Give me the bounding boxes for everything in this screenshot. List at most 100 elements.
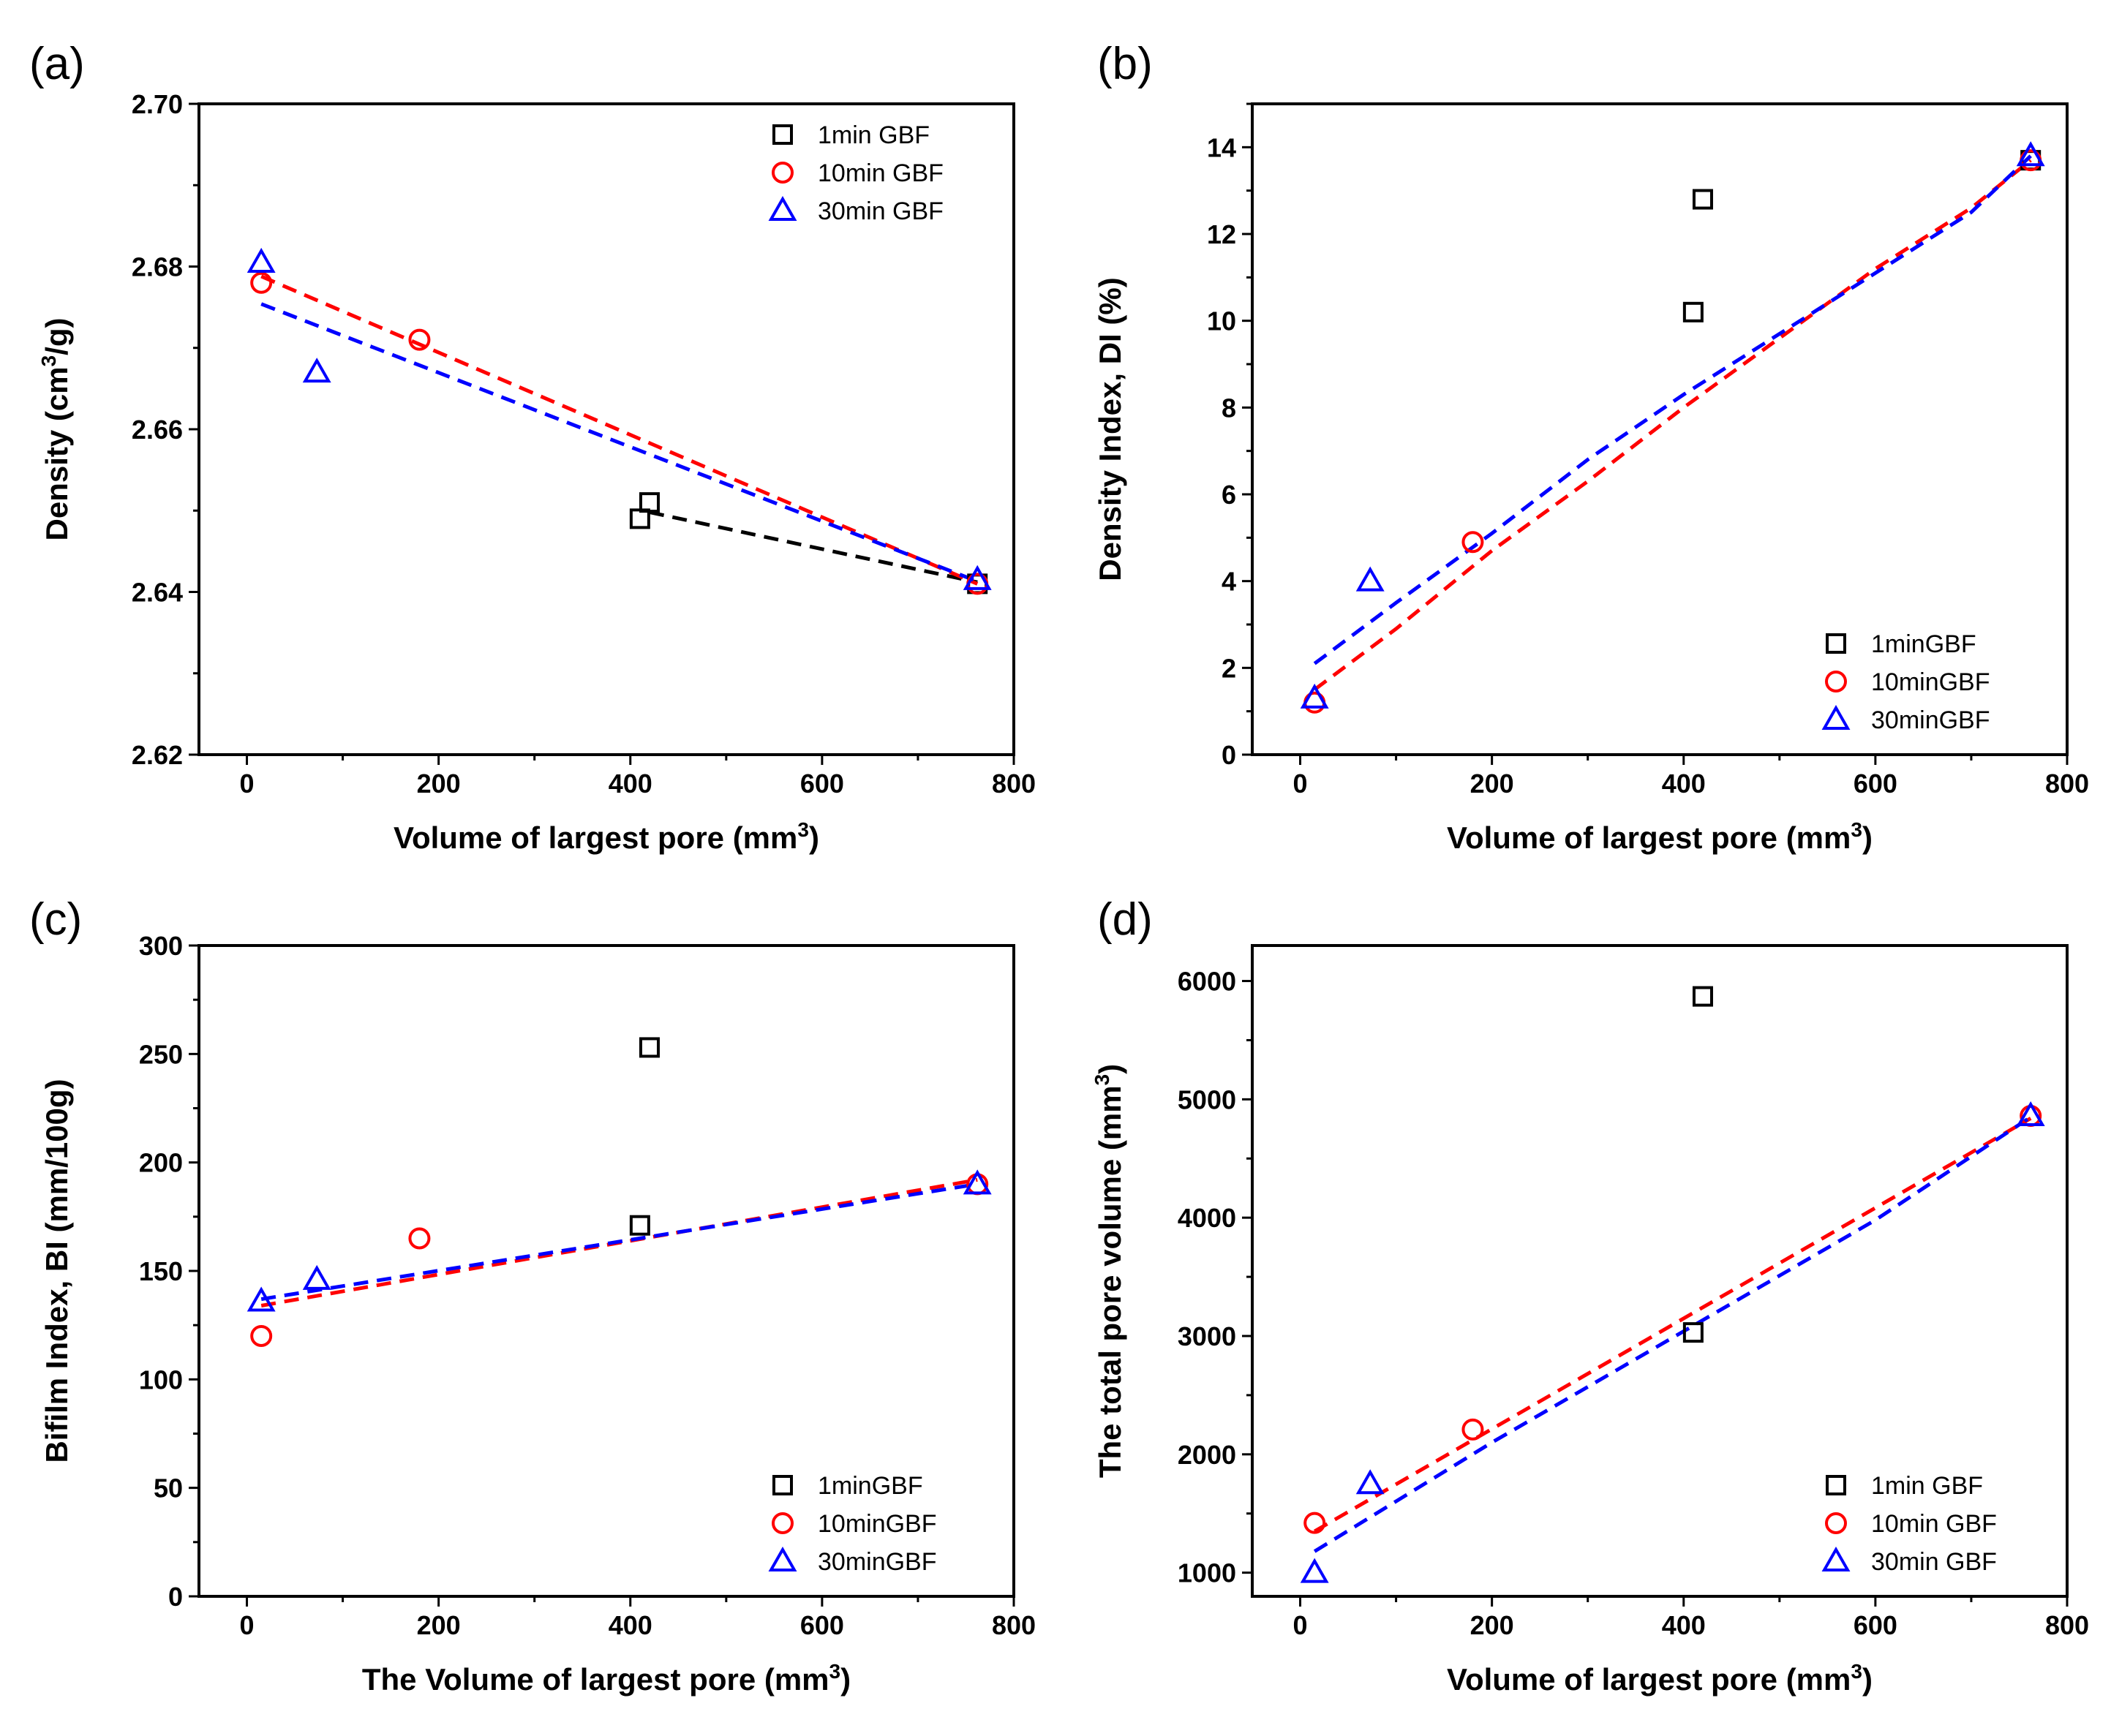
chart-panel-1: (a) 0 200 400 600 800 2.62 2.64 2.66 2.68 2.70 Volu… xyxy=(29,39,1036,855)
x-tick-label: 800 xyxy=(2045,769,2089,799)
data-point xyxy=(302,358,331,383)
data-point xyxy=(1692,986,1713,1007)
data-point xyxy=(1300,683,1329,709)
x-tick-label: 600 xyxy=(1854,1610,1897,1640)
fit-line-10min-gbf xyxy=(260,274,979,586)
data-point xyxy=(247,247,276,273)
y-tick-label: 150 xyxy=(139,1256,183,1286)
panel-label: (b) xyxy=(1097,39,1153,89)
y-tick-label: 6000 xyxy=(1178,967,1236,997)
legend-label: 10min GBF xyxy=(1871,1510,1997,1538)
chart-panel-2: (b) 0 200 400 600 800 0 2 4 6 8 10 12 14 Volume of lar… xyxy=(1093,39,2089,855)
x-tick-label: 400 xyxy=(609,769,652,799)
x-tick-label: 800 xyxy=(992,769,1036,799)
y-axis-label: Bifilm Index, BI (mm/100g) xyxy=(39,1079,74,1463)
data-point xyxy=(1461,1418,1484,1441)
y-tick-label: 200 xyxy=(139,1148,183,1178)
x-tick-label: 600 xyxy=(800,1610,844,1640)
fit-line-30mingbf xyxy=(1313,154,2032,665)
x-tick-label: 0 xyxy=(240,1610,255,1640)
legend-marker xyxy=(1825,671,1847,692)
legend-label: 30min GBF xyxy=(818,197,944,225)
legend-label: 1minGBF xyxy=(1871,630,1976,658)
y-tick-label: 50 xyxy=(154,1473,183,1503)
data-point xyxy=(1682,1322,1704,1343)
fit-line-10mingbf xyxy=(1313,159,2032,692)
y-tick-label: 4000 xyxy=(1178,1203,1236,1233)
data-point xyxy=(250,271,273,294)
y-tick-label: 2.66 xyxy=(132,415,183,445)
data-point xyxy=(302,1264,331,1290)
y-axis-label: The total pore volume (mm3) xyxy=(1091,1064,1127,1478)
x-tick-label: 800 xyxy=(2045,1610,2089,1640)
legend-marker xyxy=(1826,633,1846,654)
legend-marker xyxy=(1826,1475,1846,1495)
legend-label: 1min GBF xyxy=(818,121,930,149)
fit-line-10min-gbf xyxy=(1313,1117,2032,1533)
y-tick-label: 100 xyxy=(139,1365,183,1395)
data-point xyxy=(639,1037,660,1058)
y-tick-label: 2.62 xyxy=(132,740,183,770)
y-tick-label: 6 xyxy=(1222,480,1236,510)
y-tick-label: 2.70 xyxy=(132,89,183,119)
chart-panel-4: (d) 0 200 400 600 800 1000 2000 3000 4000 5000 6000… xyxy=(1091,894,2089,1697)
x-axis-label: The Volume of largest pore (mm3) xyxy=(362,1660,851,1697)
x-tick-label: 200 xyxy=(1470,769,1514,799)
legend-label: 10min GBF xyxy=(818,159,944,187)
x-tick-label: 0 xyxy=(1293,769,1308,799)
panel-label: (c) xyxy=(29,894,82,945)
plot-frame xyxy=(1251,944,2069,1598)
y-tick-label: 250 xyxy=(139,1039,183,1069)
y-tick-label: 2 xyxy=(1222,653,1236,683)
chart-panel-3: (c) 0 200 400 600 800 0 50 100 150 200 250 300 The Vo… xyxy=(29,894,1036,1697)
x-tick-label: 600 xyxy=(1854,769,1897,799)
legend-marker xyxy=(1821,704,1851,730)
y-tick-label: 2.64 xyxy=(132,578,183,608)
x-tick-label: 200 xyxy=(417,769,461,799)
fit-line-30mingbf xyxy=(260,1182,978,1302)
x-tick-label: 400 xyxy=(1662,1610,1706,1640)
data-point xyxy=(963,565,992,590)
legend-marker xyxy=(772,124,793,145)
data-point xyxy=(2016,1101,2045,1127)
y-tick-label: 3000 xyxy=(1178,1321,1236,1351)
legend-label: 30minGBF xyxy=(1871,706,1990,734)
y-tick-label: 2.68 xyxy=(132,252,183,282)
data-point xyxy=(1355,1469,1385,1495)
legend-label: 30min GBF xyxy=(1871,1548,1997,1576)
data-point xyxy=(247,1286,276,1312)
data-point xyxy=(250,1325,273,1347)
data-point xyxy=(1300,1558,1329,1583)
y-tick-label: 5000 xyxy=(1178,1084,1236,1114)
y-tick-label: 8 xyxy=(1222,393,1236,423)
x-tick-label: 600 xyxy=(800,769,844,799)
y-tick-label: 12 xyxy=(1207,219,1236,249)
data-point xyxy=(1355,566,1385,592)
y-axis-label: Density Index, DI (%) xyxy=(1093,277,1127,581)
y-tick-label: 2000 xyxy=(1178,1440,1236,1470)
legend-marker xyxy=(1825,1512,1847,1534)
legend-marker xyxy=(768,195,797,221)
x-axis-label: Volume of largest pore (mm3) xyxy=(394,818,819,855)
panel-label: (d) xyxy=(1097,894,1153,945)
y-axis-label: Density (cm3/g) xyxy=(37,318,74,541)
x-tick-label: 200 xyxy=(1470,1610,1514,1640)
x-tick-label: 800 xyxy=(992,1610,1036,1640)
legend-marker xyxy=(768,1546,797,1571)
data-point xyxy=(2016,141,2045,167)
legend-label: 10minGBF xyxy=(818,1510,937,1538)
legend-marker xyxy=(772,1512,794,1534)
data-point xyxy=(408,1227,431,1250)
y-tick-label: 1000 xyxy=(1178,1558,1236,1588)
y-tick-label: 0 xyxy=(1222,740,1236,770)
panel-label: (a) xyxy=(29,39,85,89)
data-point xyxy=(629,1215,650,1236)
data-point xyxy=(1682,301,1704,322)
data-point xyxy=(963,1169,992,1195)
fit-line-30min-gbf xyxy=(260,302,979,584)
data-point xyxy=(408,328,431,351)
x-tick-label: 0 xyxy=(1293,1610,1308,1640)
x-axis-label: Volume of largest pore (mm3) xyxy=(1447,1660,1873,1697)
y-tick-label: 10 xyxy=(1207,306,1236,336)
